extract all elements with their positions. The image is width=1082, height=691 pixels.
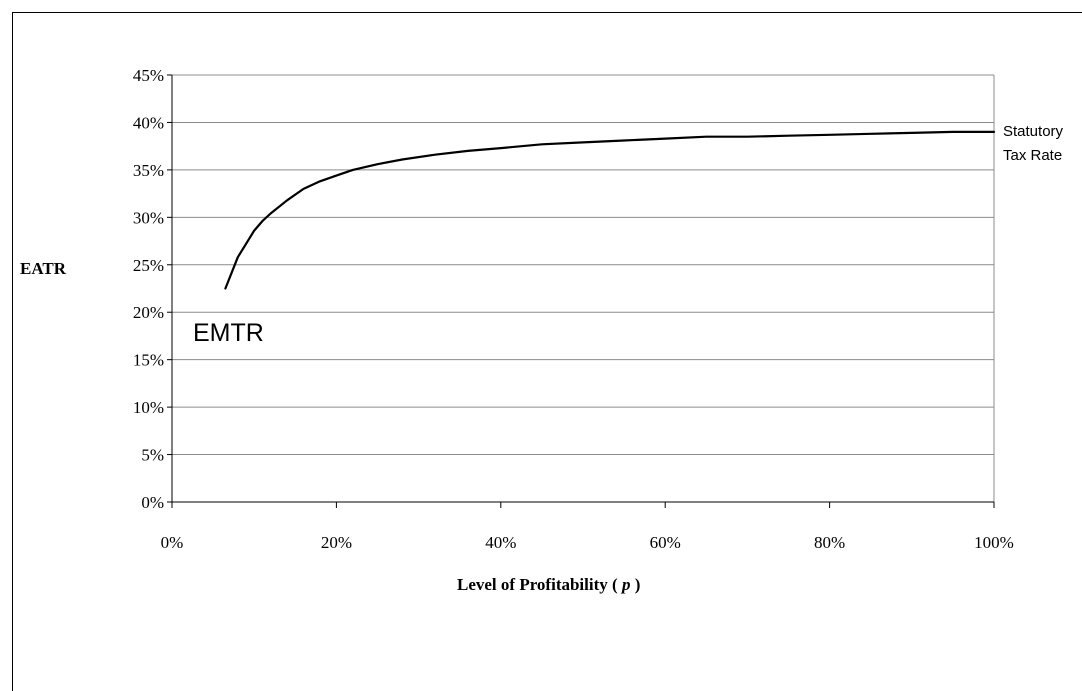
x-tick-label: 100% [974, 533, 1014, 552]
y-tick-label: 25% [133, 256, 164, 275]
x-axis-title: Level of Profitability ( p ) [457, 575, 640, 594]
x-tick-label: 20% [321, 533, 352, 552]
x-tick-labels: 0% 20% 40% 60% 80% 100% [161, 533, 1014, 552]
y-tick-label: 45% [133, 66, 164, 85]
series-line-0 [224, 130, 996, 290]
gridlines [172, 74, 995, 502]
axes [167, 74, 995, 508]
x-axis-title-text: Level of Profitability ( [457, 575, 622, 594]
x-tick-label: 60% [650, 533, 681, 552]
y-tick-label: 10% [133, 398, 164, 417]
y-tick-label: 40% [133, 113, 164, 132]
y-tick-label: 30% [133, 208, 164, 227]
y-tick-label: 5% [141, 446, 164, 465]
y-tick-label: 35% [133, 161, 164, 180]
x-tick-label: 0% [161, 533, 184, 552]
statutory-annotation-line1: Statutory [1003, 123, 1064, 140]
statutory-annotation-line2: Tax Rate [1003, 147, 1062, 164]
y-tick-label: 15% [133, 351, 164, 370]
x-tick-label: 40% [485, 533, 516, 552]
y-tick-labels: 0% 5% 10% 15% 20% 25% 30% 35% 40% 45% [133, 66, 164, 512]
x-tick-label: 80% [814, 533, 845, 552]
series [224, 130, 996, 290]
y-tick-label: 20% [133, 303, 164, 322]
x-axis-title-close: ) [630, 575, 640, 594]
y-axis-title: EATR [20, 259, 67, 278]
chart-frame [12, 12, 1082, 691]
y-tick-label: 0% [141, 493, 164, 512]
emtr-annotation: EMTR [193, 319, 264, 347]
x-axis-title-var: p [620, 575, 631, 594]
